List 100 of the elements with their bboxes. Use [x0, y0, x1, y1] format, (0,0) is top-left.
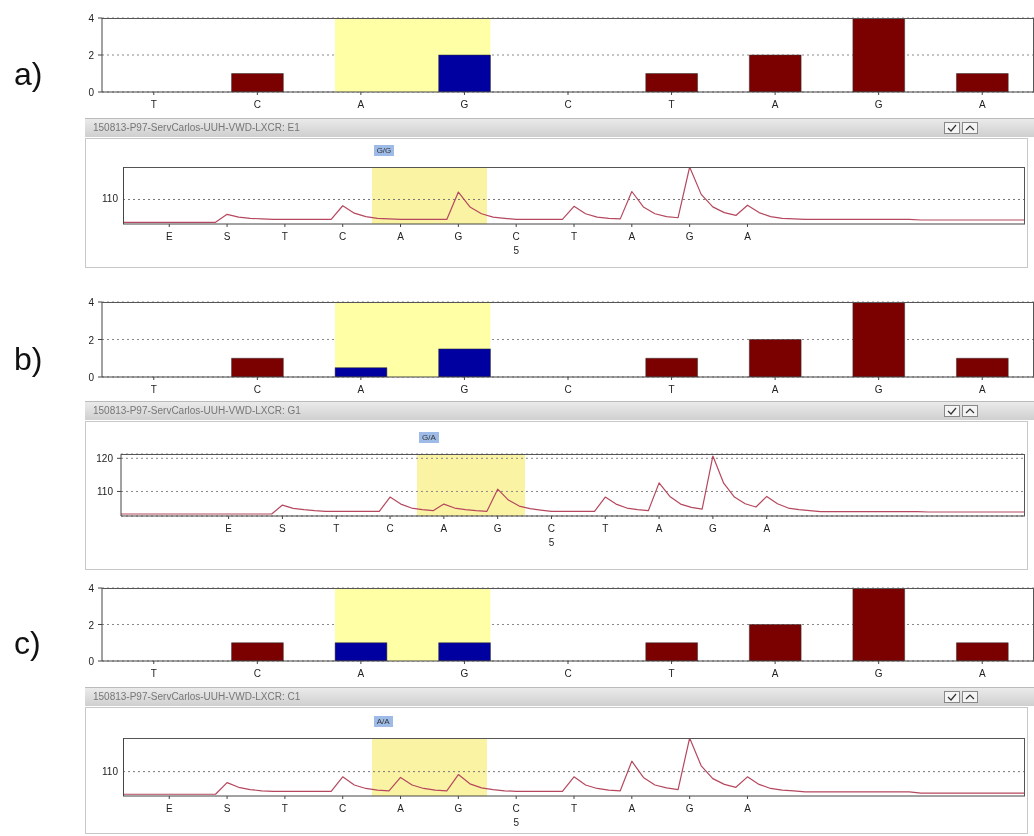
text: G/A: [418, 432, 439, 443]
bar: [231, 73, 284, 92]
x-tick-label: T: [150, 668, 157, 679]
x-tick-label: T: [281, 803, 288, 814]
y-tick-label: 4: [88, 297, 95, 308]
x-tick-label: A: [978, 99, 986, 110]
bar: [334, 367, 388, 377]
x-tick-label: G: [874, 384, 883, 395]
x-tick-label: T: [150, 384, 157, 395]
x-tick-label: A: [628, 803, 636, 814]
text: A/A: [373, 716, 393, 727]
x-tick-label: E: [165, 803, 173, 814]
x-tick-label: G: [460, 99, 469, 110]
x-tick-label: T: [281, 231, 288, 242]
x-tick-label: C: [253, 668, 261, 679]
x-tick-label: A: [357, 384, 365, 395]
bar: [231, 642, 284, 661]
x-tick-label: T: [668, 99, 675, 110]
chart-title: 150813-P97-ServCarlos-UUH-VWD-LXCR: G1: [93, 405, 301, 416]
bar: [438, 642, 491, 661]
x-tick-label: A: [628, 231, 636, 242]
y-tick-label: 120: [96, 453, 114, 465]
x-tick-label: T: [570, 231, 578, 242]
x-tick-label: C: [339, 231, 347, 242]
x-tick-label: C: [253, 384, 261, 395]
x-tick-label: E: [165, 231, 173, 242]
x-tick-label: G: [454, 231, 463, 242]
bar: [956, 73, 1009, 92]
x-tick-label: A: [771, 384, 779, 395]
y-tick-label: 2: [88, 50, 95, 61]
x-tick-label: E: [225, 523, 233, 534]
bar: [645, 642, 698, 661]
x-tick-label: G: [454, 803, 463, 814]
bar: [645, 358, 698, 377]
x-tick-label: A: [397, 231, 405, 242]
y-tick-label: 4: [88, 13, 95, 24]
x-tick-label: A: [763, 523, 771, 534]
bar: [334, 642, 388, 661]
x-tick-label: S: [223, 803, 231, 814]
x-tick-label: C: [564, 668, 572, 679]
x-tick-label: A: [397, 803, 405, 814]
y-tick-label: 0: [88, 87, 95, 98]
x-tick-label: G: [493, 523, 502, 534]
y-tick-label: 0: [88, 372, 95, 383]
bar: [645, 73, 698, 92]
x-tick-label: T: [333, 523, 340, 534]
bar: [852, 18, 905, 92]
bar: [749, 624, 802, 661]
text: b): [14, 341, 43, 378]
x-tick-label: S: [279, 523, 287, 534]
x-tick-label: T: [570, 803, 578, 814]
y-tick-label: 0: [88, 656, 95, 667]
x-tick-label: G: [460, 384, 469, 395]
y-tick-label: 4: [88, 583, 95, 594]
x-tick-label: T: [150, 99, 157, 110]
x-tick-label: C: [339, 803, 347, 814]
x-tick-label: A: [357, 668, 365, 679]
text: a): [14, 56, 43, 93]
text: c): [14, 625, 41, 662]
bar: [852, 588, 905, 661]
x-tick-label: A: [655, 523, 663, 534]
bar: [852, 302, 905, 377]
x-tick-label: C 5: [512, 803, 520, 828]
x-tick-label: A: [978, 384, 986, 395]
bar: [231, 358, 284, 377]
bar: [438, 348, 491, 377]
x-tick-label: A: [771, 668, 779, 679]
bar: [438, 54, 491, 92]
x-tick-label: A: [744, 231, 752, 242]
x-tick-label: C: [564, 384, 572, 395]
x-tick-label: A: [440, 523, 448, 534]
x-tick-label: A: [357, 99, 365, 110]
x-tick-label: T: [668, 384, 675, 395]
chart-title: 150813-P97-ServCarlos-UUH-VWD-LXCR: E1: [93, 122, 300, 133]
x-tick-label: C 5: [512, 231, 520, 256]
x-tick-label: A: [771, 99, 779, 110]
x-tick-label: A: [978, 668, 986, 679]
x-tick-label: C: [253, 99, 261, 110]
x-tick-label: T: [602, 523, 609, 534]
y-tick-label: 2: [88, 619, 95, 631]
x-tick-label: G: [874, 99, 883, 110]
bar: [749, 339, 802, 377]
y-tick-label: 2: [88, 334, 95, 346]
x-tick-label: G: [460, 668, 469, 679]
x-tick-label: T: [668, 668, 675, 679]
bar: [749, 54, 802, 92]
x-tick-label: C: [386, 523, 394, 534]
text: G/G: [373, 145, 395, 156]
bar: [956, 358, 1009, 377]
chart-title: 150813-P97-ServCarlos-UUH-VWD-LXCR: C1: [93, 691, 301, 702]
line-series: [121, 455, 1025, 515]
x-tick-label: C 5: [547, 523, 556, 548]
x-tick-label: G: [874, 668, 883, 679]
x-tick-label: G: [685, 803, 694, 814]
bar: [956, 642, 1009, 661]
x-tick-label: A: [744, 803, 752, 814]
x-tick-label: G: [685, 231, 694, 242]
x-tick-label: G: [709, 523, 718, 534]
x-tick-label: S: [223, 231, 231, 242]
x-tick-label: C: [564, 99, 572, 110]
